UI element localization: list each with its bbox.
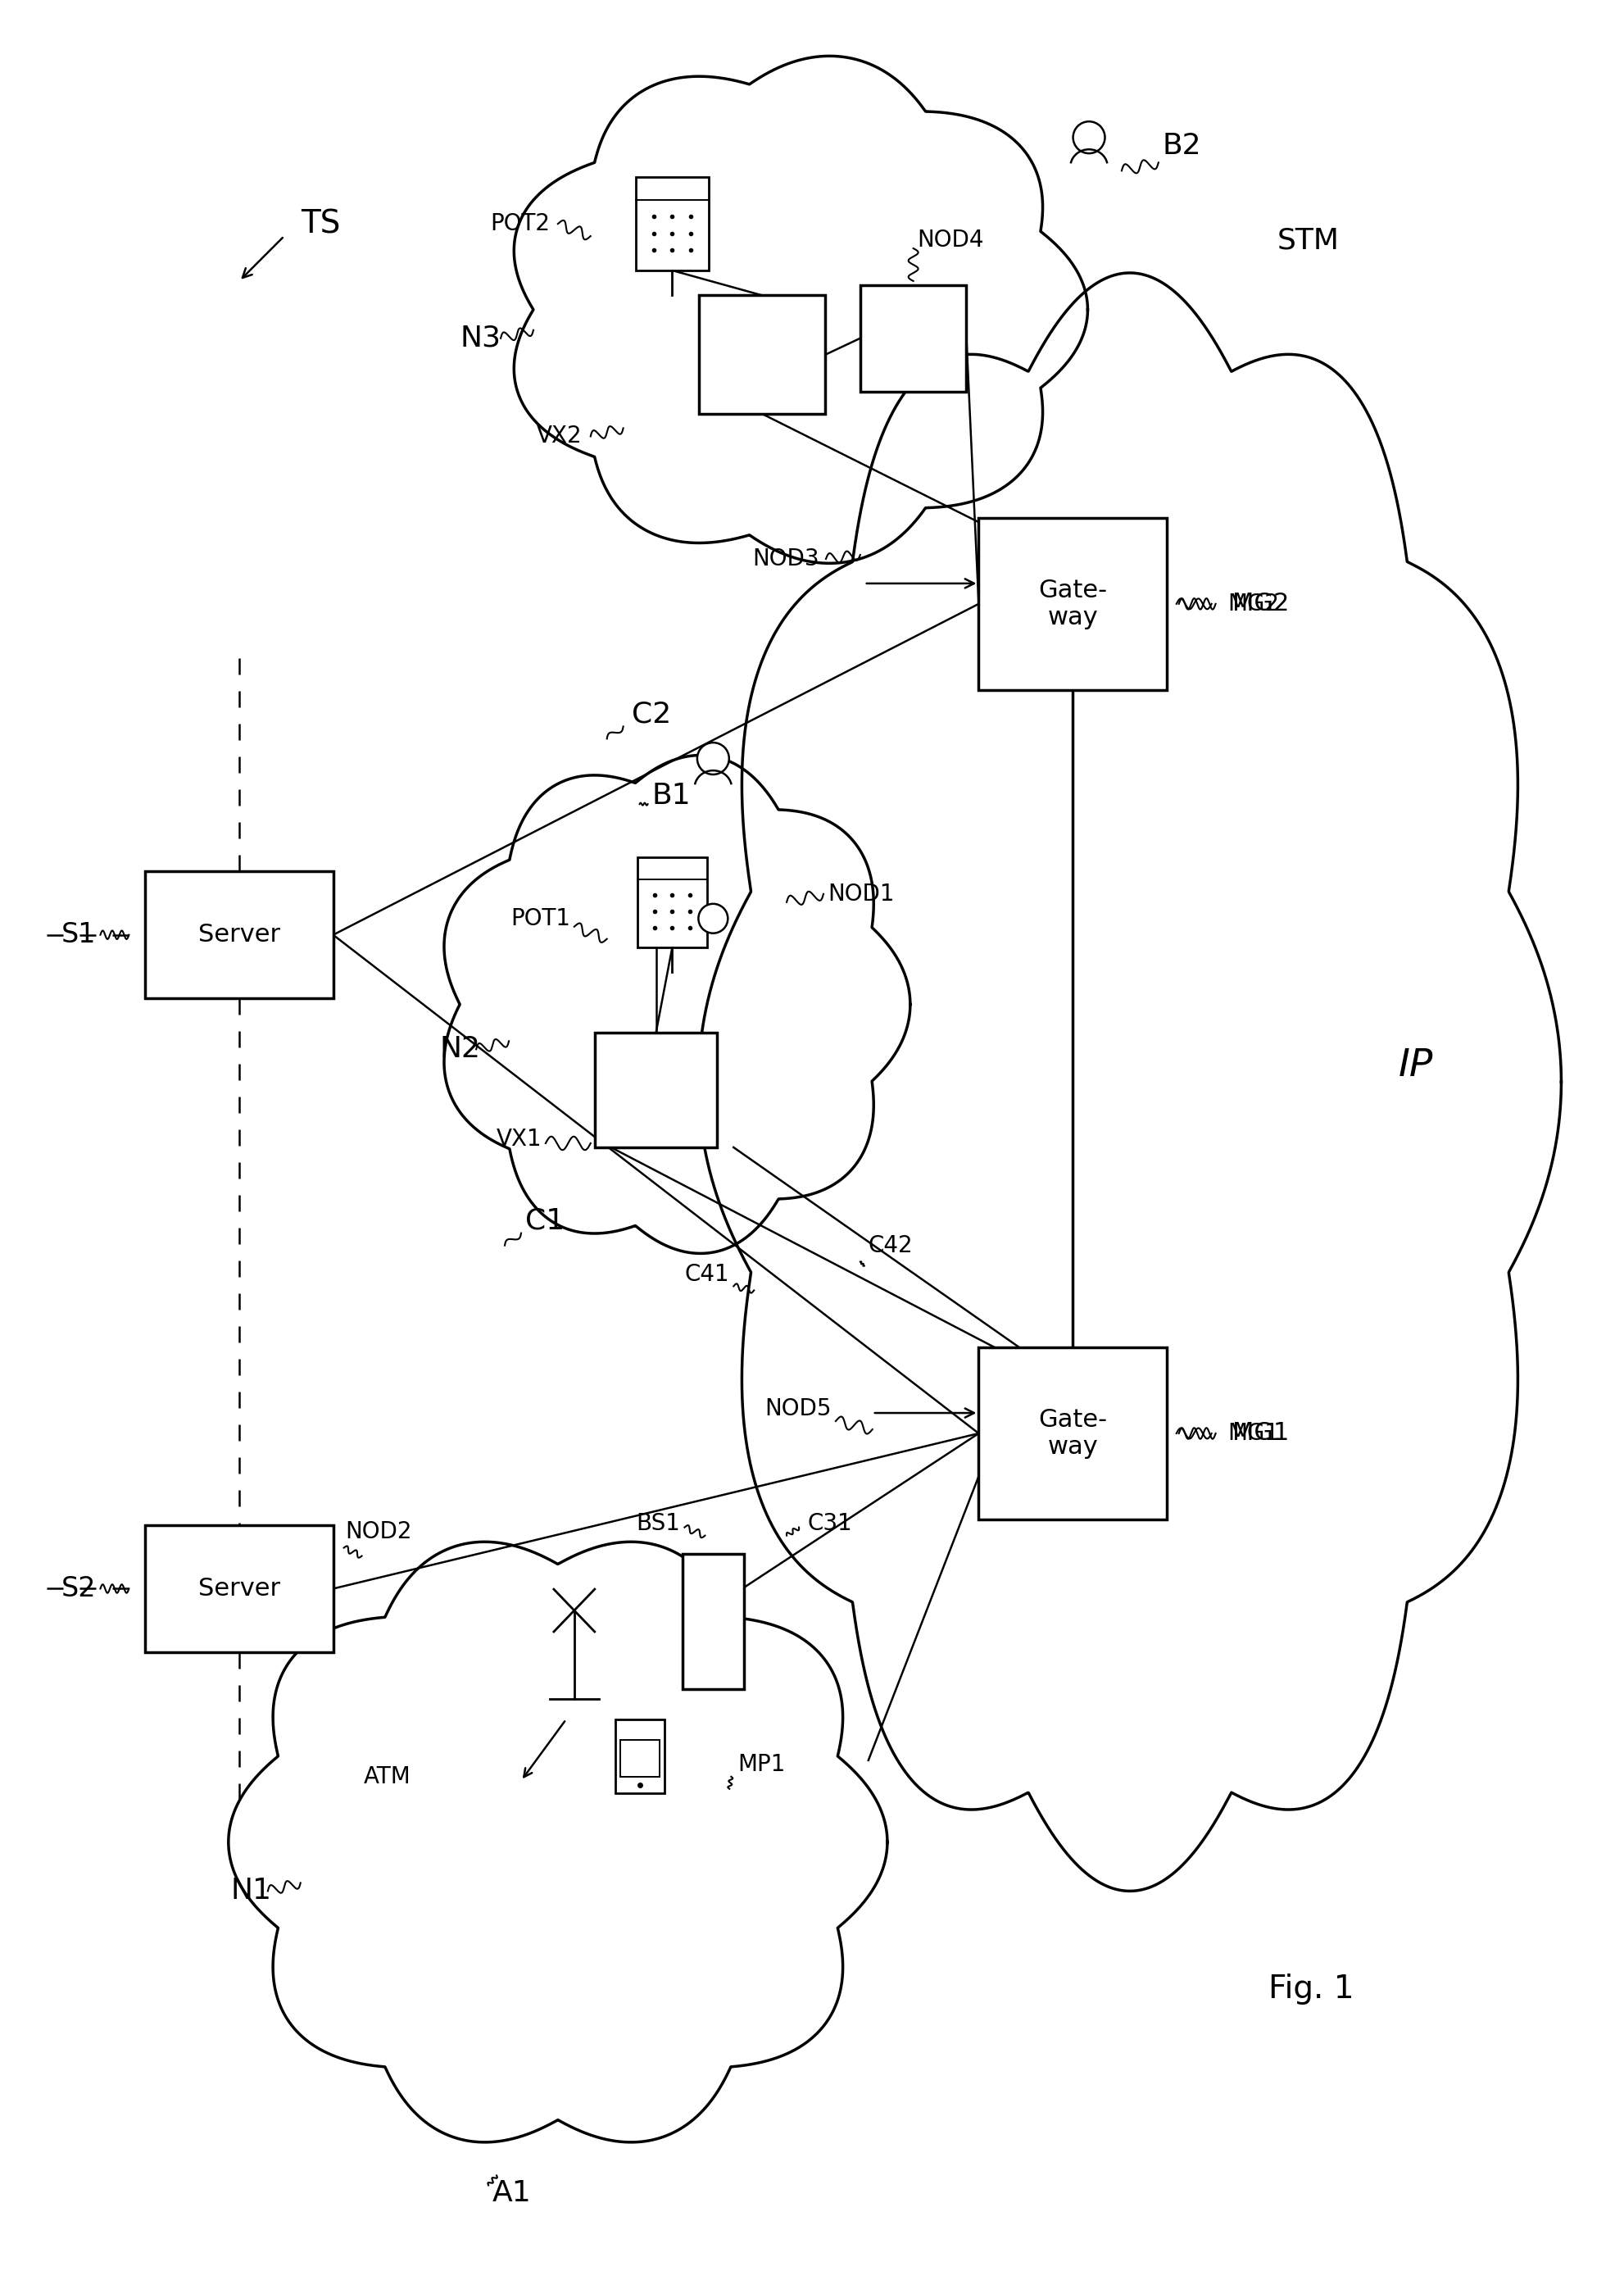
Bar: [620, 1740, 659, 1776]
Bar: [978, 1347, 1166, 1519]
Text: C2: C2: [632, 699, 671, 729]
Text: N1: N1: [231, 1878, 271, 1905]
Bar: [978, 518, 1166, 690]
Text: STM: STM: [1276, 227, 1338, 254]
Circle shape: [697, 743, 729, 774]
Bar: [615, 1719, 664, 1794]
Text: VX1: VX1: [495, 1129, 541, 1151]
Text: NOD4: NOD4: [918, 229, 984, 252]
Text: Gate-
way: Gate- way: [1038, 579, 1106, 629]
Bar: [859, 286, 966, 391]
Text: S1: S1: [62, 922, 96, 949]
Text: POT2: POT2: [490, 213, 549, 236]
Text: C31: C31: [807, 1512, 851, 1535]
Bar: [594, 1033, 716, 1147]
Text: Gate-
way: Gate- way: [1038, 1408, 1106, 1458]
Text: A1: A1: [492, 2180, 531, 2207]
Bar: [637, 856, 706, 947]
Bar: [698, 295, 825, 413]
Text: IP: IP: [1398, 1047, 1432, 1083]
Text: NOD3: NOD3: [752, 547, 818, 570]
Circle shape: [698, 904, 728, 933]
Text: VX2: VX2: [536, 425, 581, 447]
Text: N3: N3: [460, 325, 500, 352]
Text: MG2: MG2: [1228, 593, 1278, 615]
Text: POT1: POT1: [510, 906, 570, 931]
Text: Server: Server: [198, 1576, 279, 1601]
Text: C41: C41: [684, 1263, 729, 1285]
Text: Server: Server: [198, 922, 279, 947]
Text: C42: C42: [867, 1233, 913, 1256]
Text: Fig. 1: Fig. 1: [1268, 1973, 1354, 2005]
Text: NOD1: NOD1: [827, 883, 893, 906]
Text: TS: TS: [300, 209, 339, 238]
Text: NOD2: NOD2: [346, 1519, 412, 1542]
Circle shape: [1072, 120, 1104, 154]
Text: BS1: BS1: [637, 1512, 680, 1535]
Text: ATM: ATM: [364, 1765, 411, 1787]
Bar: [682, 1553, 744, 1690]
Text: MG1: MG1: [1228, 1422, 1278, 1444]
Bar: [635, 177, 708, 270]
Text: MP1: MP1: [737, 1753, 784, 1776]
Bar: [145, 872, 333, 999]
Text: S2: S2: [62, 1576, 96, 1603]
Text: MG2: MG2: [1231, 593, 1288, 615]
Bar: [145, 1526, 333, 1651]
Text: C1: C1: [525, 1206, 565, 1235]
Text: MG1: MG1: [1231, 1422, 1288, 1444]
Text: NOD5: NOD5: [765, 1397, 831, 1419]
Text: B2: B2: [1161, 132, 1200, 161]
Text: N2: N2: [438, 1036, 481, 1063]
Text: B1: B1: [651, 781, 690, 811]
